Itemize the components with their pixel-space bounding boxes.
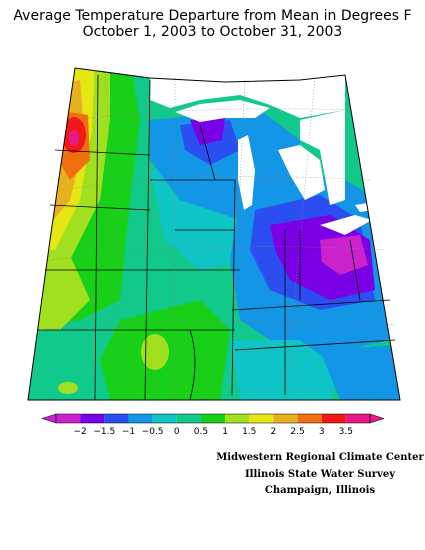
legend-tick-label: 1.5: [242, 427, 256, 437]
legend-tick-label: 3.5: [339, 427, 353, 437]
boundary-line: [349, 239, 361, 301]
graticule-line: [69, 108, 351, 121]
credit-line-3: Champaign, Illinois: [264, 485, 376, 496]
legend-swatch: [297, 414, 322, 423]
map-subtitle-date-range: October 1, 2003 to October 31, 2003: [82, 24, 343, 40]
state-boundaries: [38, 74, 396, 401]
ozarks-yellowgreen-patch: [141, 334, 169, 370]
legend-swatch: [56, 414, 81, 423]
map-title: Average Temperature Departure from Mean …: [13, 8, 412, 24]
graticule-line: [49, 246, 386, 261]
graticule-line: [39, 320, 396, 331]
legend-labels: −2 −1.5 −1 −0.5 0 0.5 1 1.5 2 2.5 3 3.5: [74, 427, 353, 437]
legend-outline: [55, 413, 371, 424]
boundary-line: [49, 204, 151, 211]
lake-huron: [278, 145, 325, 200]
legend-swatch: [152, 414, 177, 423]
legend-tick-label: −0.5: [142, 427, 164, 437]
legend-tick-label: 2: [271, 427, 277, 437]
legend-swatch: [200, 414, 226, 423]
legend-swatch: [345, 414, 370, 423]
lake-superior-shore-purple: [190, 118, 225, 145]
ontario-canada-blank: [300, 110, 345, 205]
graticule-line: [59, 176, 371, 191]
legend-swatch: [80, 414, 105, 423]
legend-tick-label: 0.5: [194, 427, 208, 437]
lake-superior: [175, 100, 270, 122]
canada-blank-north: [150, 75, 345, 118]
legend-tick-label: 0: [174, 427, 180, 437]
legend-tick-label: 3: [319, 427, 325, 437]
legend-swatch: [128, 414, 153, 423]
credit-line-2: Illinois State Water Survey: [244, 469, 396, 480]
boundary-line: [199, 124, 216, 181]
legend-tick-label: −1.5: [93, 427, 115, 437]
legend-swatch: [104, 414, 129, 423]
credit-line-1: Midwestern Regional Climate Center: [216, 452, 424, 463]
legend-tick-label: 1: [222, 427, 228, 437]
legend-swatch: [225, 414, 250, 423]
ohio-magenta-coolest: [320, 235, 368, 275]
legend-arrow-high: [369, 413, 385, 424]
graticule: [39, 67, 396, 401]
warmest-magenta-core: [69, 130, 79, 146]
boundary-line: [144, 79, 151, 401]
southwest-corner-patch: [58, 382, 78, 394]
boundary-line: [231, 179, 236, 396]
lake-michigan: [238, 135, 255, 210]
lake-erie: [320, 215, 372, 235]
boundary-line: [54, 149, 151, 156]
legend-swatch: [321, 414, 346, 423]
southeast-blue: [320, 345, 400, 400]
map-frame: [27, 67, 401, 401]
legend-segments: [41, 413, 385, 424]
legend-swatch: [273, 414, 298, 423]
legend-tick-label: 2.5: [290, 427, 304, 437]
legend-tick-label: −1: [122, 427, 135, 437]
legend-swatch: [176, 414, 201, 423]
boundary-line: [231, 299, 391, 311]
legend-swatch: [249, 414, 274, 423]
legend-arrow-low: [41, 413, 57, 424]
boundary-line: [234, 339, 396, 351]
river-boundary: [189, 329, 196, 401]
legend-tick-label: −2: [74, 427, 87, 437]
boundary-line: [94, 74, 99, 401]
